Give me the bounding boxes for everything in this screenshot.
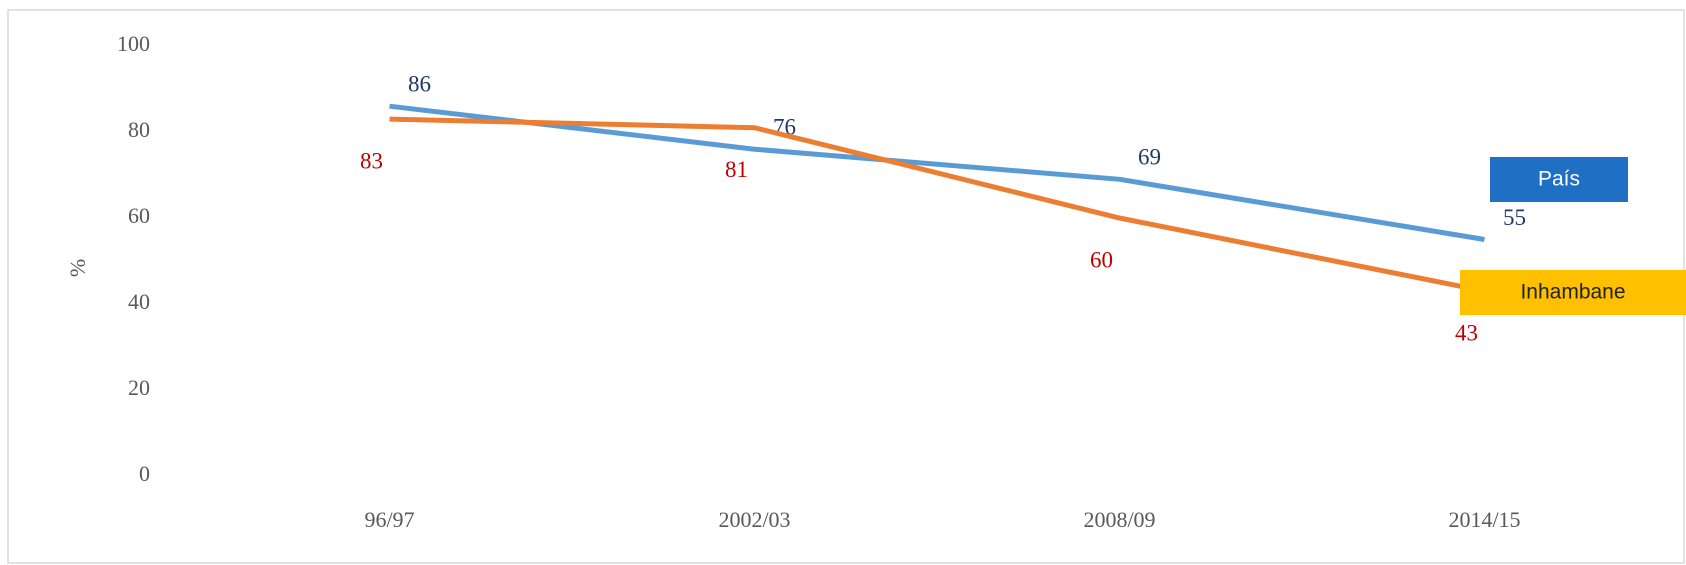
data-label: 86 [408,71,431,96]
x-tick-label: 96/97 [364,507,414,532]
data-label: 60 [1090,247,1113,272]
x-tick-label: 2014/15 [1448,507,1520,532]
legend-label: Inhambane [1520,281,1625,304]
data-label: 55 [1503,205,1526,230]
chart-frame [7,9,1685,564]
legend-label: País [1538,168,1580,191]
y-tick-label: 80 [128,117,150,142]
series-line [389,116,1485,294]
x-tick-label: 2008/09 [1083,507,1155,532]
legend-swatch [1490,157,1628,202]
series-line [389,103,1485,242]
data-label: 83 [360,148,383,173]
legend-swatch [1460,270,1686,315]
data-label: 69 [1138,145,1161,170]
y-axis-label: % [65,259,90,277]
x-tick-label: 2002/03 [718,507,790,532]
y-tick-label: 40 [128,289,150,314]
data-label: 81 [725,157,748,182]
y-tick-label: 20 [128,375,150,400]
y-tick-label: 0 [139,461,150,486]
y-tick-label: 60 [128,203,150,228]
y-tick-label: 100 [117,31,150,56]
data-label: 43 [1455,320,1478,345]
